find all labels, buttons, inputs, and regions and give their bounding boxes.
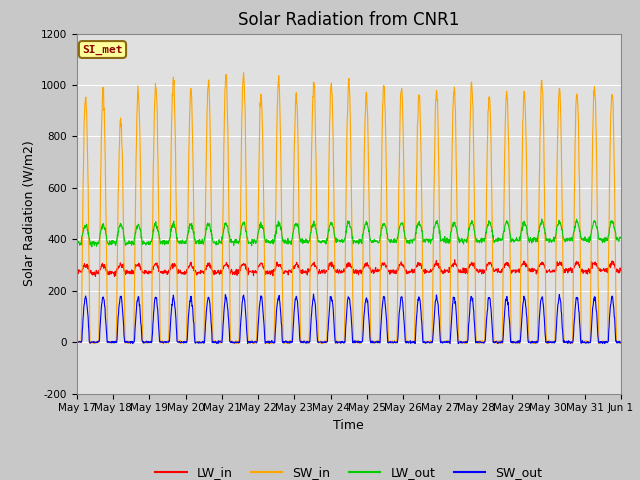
Text: SI_met: SI_met (82, 44, 123, 55)
Title: Solar Radiation from CNR1: Solar Radiation from CNR1 (238, 11, 460, 29)
X-axis label: Time: Time (333, 419, 364, 432)
Y-axis label: Solar Radiation (W/m2): Solar Radiation (W/m2) (22, 141, 35, 287)
Legend: LW_in, SW_in, LW_out, SW_out: LW_in, SW_in, LW_out, SW_out (150, 461, 547, 480)
